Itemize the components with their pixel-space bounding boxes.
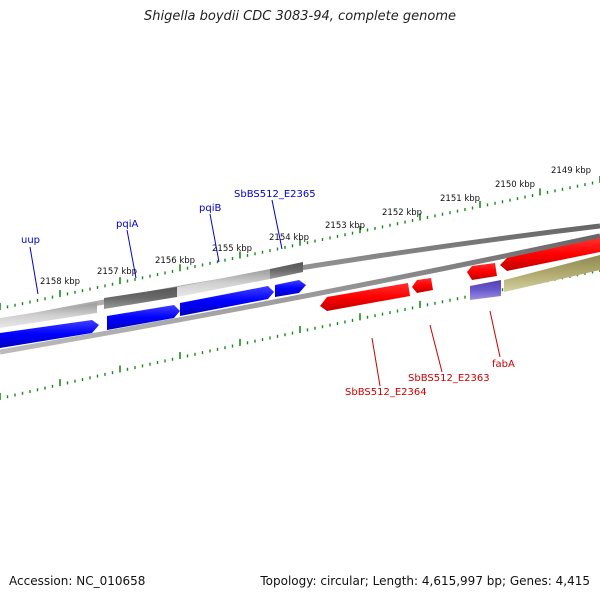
feature-dark-gray-1: [104, 287, 177, 309]
gene-leader-line: [271, 199, 283, 250]
genome-summary-text: Topology: circular; Length: 4,615,997 bp…: [260, 574, 590, 588]
kbp-label: 2153 kbp: [325, 221, 365, 231]
cds-reverse-fabA[interactable]: [467, 263, 497, 280]
kbp-label: 2155 kbp: [212, 244, 252, 254]
kbp-label: 2156 kbp: [155, 256, 195, 266]
cds-forward-pqiB[interactable]: [180, 286, 274, 316]
gene-leader-line: [371, 337, 381, 387]
cds-forward-uup[interactable]: [0, 320, 99, 348]
gene-leader-line: [126, 229, 137, 279]
cds-forward-SbBS512_E2365[interactable]: [275, 280, 306, 297]
kbp-label: 2157 kbp: [97, 267, 137, 277]
backbone-ring: [0, 233, 600, 355]
feature-purple: [470, 280, 501, 300]
outer-tick-track: [0, 176, 600, 310]
cds-forward-pqiA[interactable]: [107, 305, 180, 330]
gene-label-group: uup pqiA pqiB SbBS512_E2365 SbBS512_E2364 SbB…: [21, 189, 515, 398]
gene-label-pqiB[interactable]: pqiB: [199, 203, 221, 214]
gene-leader-line: [29, 246, 39, 295]
kbp-label: 2158 kbp: [40, 277, 80, 287]
feature-olive: [504, 255, 600, 292]
cds-reverse-SbBS512_E2364[interactable]: [320, 283, 410, 311]
gene-label-SbBS512_E2365[interactable]: SbBS512_E2365: [234, 189, 316, 200]
cds-reverse-right[interactable]: [500, 238, 600, 271]
gene-leader-line: [429, 324, 443, 373]
feature-light-gray-1: [0, 303, 97, 328]
gene-label-SbBS512_E2364[interactable]: SbBS512_E2364: [345, 387, 427, 398]
kbp-label: 2152 kbp: [382, 208, 422, 218]
gene-label-SbBS512_E2363[interactable]: SbBS512_E2363: [408, 373, 490, 384]
feature-light-gray-2: [177, 269, 270, 297]
kbp-label: 2151 kbp: [440, 194, 480, 204]
accession-text: Accession: NC_010658: [9, 574, 146, 588]
gene-label-uup[interactable]: uup: [21, 235, 40, 246]
gene-leader-line: [209, 213, 220, 263]
kbp-label: 2150 kbp: [495, 180, 535, 190]
kbp-label: 2154 kbp: [269, 233, 309, 243]
feature-dark-gray-2: [270, 262, 303, 279]
kbp-label-group: 2158 kbp 2157 kbp 2156 kbp 2155 kbp 2154 kbp…: [40, 166, 591, 287]
cds-reverse-SbBS512_E2363[interactable]: [412, 278, 433, 293]
gene-label-fabA[interactable]: fabA: [492, 359, 515, 370]
gene-leader-line: [489, 310, 501, 358]
kbp-label: 2149 kbp: [551, 166, 591, 176]
gene-label-pqiA[interactable]: pqiA: [116, 219, 138, 230]
map-title: Shigella boydii CDC 3083-94, complete ge…: [143, 9, 457, 24]
